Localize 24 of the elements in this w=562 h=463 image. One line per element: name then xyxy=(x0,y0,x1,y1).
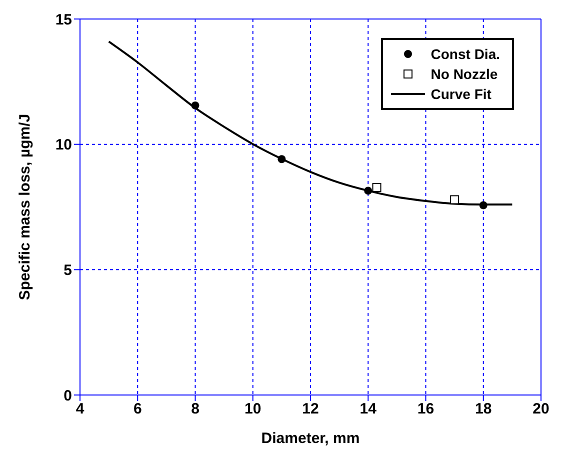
x-tick-label: 6 xyxy=(133,400,142,418)
y-tick-label: 10 xyxy=(55,136,72,154)
point xyxy=(450,195,460,204)
y-tick-label: 0 xyxy=(64,387,72,404)
y-tick-label: 15 xyxy=(55,11,72,28)
x-tick-label: 18 xyxy=(475,400,492,418)
legend-label: Curve Fit xyxy=(430,85,492,104)
x-tick-label: 20 xyxy=(532,400,550,418)
x-tick-label: 16 xyxy=(417,400,434,418)
x-axis-title: Diameter, mm xyxy=(261,430,360,447)
x-tick-label: 12 xyxy=(302,400,319,418)
x-tick-label: 8 xyxy=(191,400,200,418)
y-tick-label: 5 xyxy=(64,262,72,279)
y-axis-title: Specific mass loss, µgm/J xyxy=(16,114,34,300)
x-tick-label: 4 xyxy=(76,400,85,418)
point xyxy=(479,201,488,210)
x-tick-label: 14 xyxy=(360,400,378,418)
point xyxy=(278,155,286,164)
point xyxy=(364,186,372,195)
point xyxy=(372,182,382,192)
legend-label: No Nozzle xyxy=(430,65,498,84)
legend-label: Const Dia. xyxy=(430,45,500,64)
x-tick-label: 10 xyxy=(244,400,262,418)
point xyxy=(191,101,200,110)
